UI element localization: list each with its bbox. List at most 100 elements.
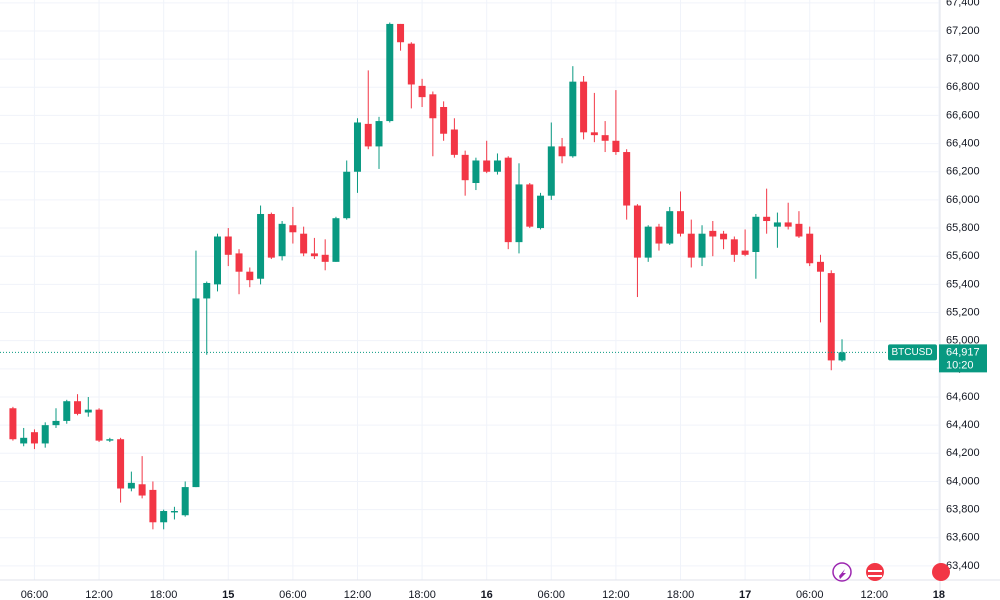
candle-body <box>41 425 49 444</box>
candle-body <box>526 184 534 227</box>
candle-body <box>181 487 189 516</box>
candle-body <box>612 140 620 153</box>
candle-body <box>138 484 146 496</box>
candle-body <box>580 81 588 133</box>
candle-body <box>623 152 631 206</box>
candle-body <box>730 239 738 255</box>
candle-body <box>20 437 28 444</box>
y-tick-label: 66,800 <box>946 81 980 93</box>
candle-body <box>257 213 265 279</box>
candle-body <box>644 226 652 258</box>
x-tick-label: 06:00 <box>538 589 566 600</box>
candle-body <box>127 482 135 489</box>
labels: 63,400 63,600 63,800 64,000 64,200 64,400 64,6… <box>21 0 987 600</box>
y-tick-label: 67,400 <box>946 0 980 9</box>
x-tick-label: 06:00 <box>279 589 307 600</box>
y-tick-label: 66,400 <box>946 137 980 149</box>
y-tick-label: 64,000 <box>946 475 980 487</box>
y-tick-label: 66,600 <box>946 109 980 121</box>
y-tick-label: 65,400 <box>946 278 980 290</box>
candle-body <box>816 261 824 272</box>
x-tick-label: 12:00 <box>861 589 889 600</box>
candle-body <box>515 184 523 243</box>
candle-body <box>106 439 114 441</box>
y-tick-label: 65,600 <box>946 250 980 262</box>
candle-body <box>763 216 771 222</box>
candle-body <box>741 250 749 255</box>
candle-body <box>52 420 60 426</box>
candle-body <box>332 218 340 262</box>
x-tick-label: 18 <box>933 589 945 600</box>
candle-body <box>483 160 491 172</box>
bottom-icons <box>832 562 950 582</box>
candle-body <box>429 94 437 119</box>
flag-stripe <box>868 575 882 577</box>
y-tick-label: 65,000 <box>946 335 980 347</box>
flag-stripe <box>868 570 882 572</box>
flag-icon[interactable] <box>932 563 950 581</box>
candle-body <box>472 160 480 184</box>
candle-body <box>418 85 426 98</box>
x-tick-label: 18:00 <box>408 589 436 600</box>
candle-body <box>795 223 803 237</box>
icon <box>839 569 846 579</box>
candle-body <box>160 511 168 523</box>
x-tick-label: 16 <box>481 589 493 600</box>
y-tick-label: 67,200 <box>946 25 980 37</box>
candle-body <box>214 236 222 285</box>
candle-body <box>666 211 674 244</box>
candle-body <box>504 157 512 243</box>
x-tick-label: 06:00 <box>21 589 49 600</box>
candle-body <box>192 298 200 488</box>
x-tick-label: 12:00 <box>344 589 372 600</box>
x-tick-label: 15 <box>222 589 234 600</box>
candle-body <box>558 146 566 157</box>
y-tick-label: 65,200 <box>946 306 980 318</box>
candle-body <box>267 213 275 258</box>
candle-body <box>353 122 361 172</box>
candle-body <box>709 230 717 237</box>
candle-body <box>493 160 501 172</box>
candle-body <box>30 432 38 444</box>
x-tick-label: 18:00 <box>667 589 695 600</box>
symbol-label: BTCUSD <box>891 347 932 358</box>
candle-body <box>601 135 609 141</box>
x-tick-label: 06:00 <box>796 589 824 600</box>
y-tick-label: 63,800 <box>946 504 980 516</box>
candle-body <box>9 408 17 440</box>
candle-body <box>590 132 598 136</box>
icon[interactable] <box>832 562 852 582</box>
candle-body <box>74 401 82 414</box>
y-tick-label: 64,400 <box>946 419 980 431</box>
price-label-bg <box>939 344 987 373</box>
candle-body <box>440 106 448 134</box>
y-tick-label: 66,200 <box>946 166 980 178</box>
candle-body <box>278 223 286 257</box>
candle-body <box>827 273 835 361</box>
candle-body <box>343 171 351 219</box>
candle-body <box>773 222 781 227</box>
x-tick-label: 18:00 <box>150 589 178 600</box>
candle-body <box>170 511 178 513</box>
price-label: 64,917 <box>946 346 980 358</box>
candle-body <box>677 211 685 234</box>
y-tick-label: 63,600 <box>946 532 980 544</box>
candle-body <box>224 236 232 255</box>
candle-body <box>289 225 297 233</box>
candle-body <box>246 271 254 281</box>
candle-body <box>655 226 663 244</box>
x-tick-label: 12:00 <box>85 589 113 600</box>
candle-body <box>300 233 308 254</box>
candle-body <box>84 409 92 413</box>
candle-body <box>838 352 846 361</box>
candle-body <box>321 254 329 262</box>
y-tick-label: 64,200 <box>946 447 980 459</box>
candle-body <box>235 253 243 272</box>
candle-body <box>203 282 211 299</box>
candle-body <box>806 233 814 264</box>
candle-body <box>149 489 157 523</box>
candle-body <box>450 129 458 155</box>
candle-body <box>310 253 318 257</box>
y-tick-label: 66,000 <box>946 194 980 206</box>
